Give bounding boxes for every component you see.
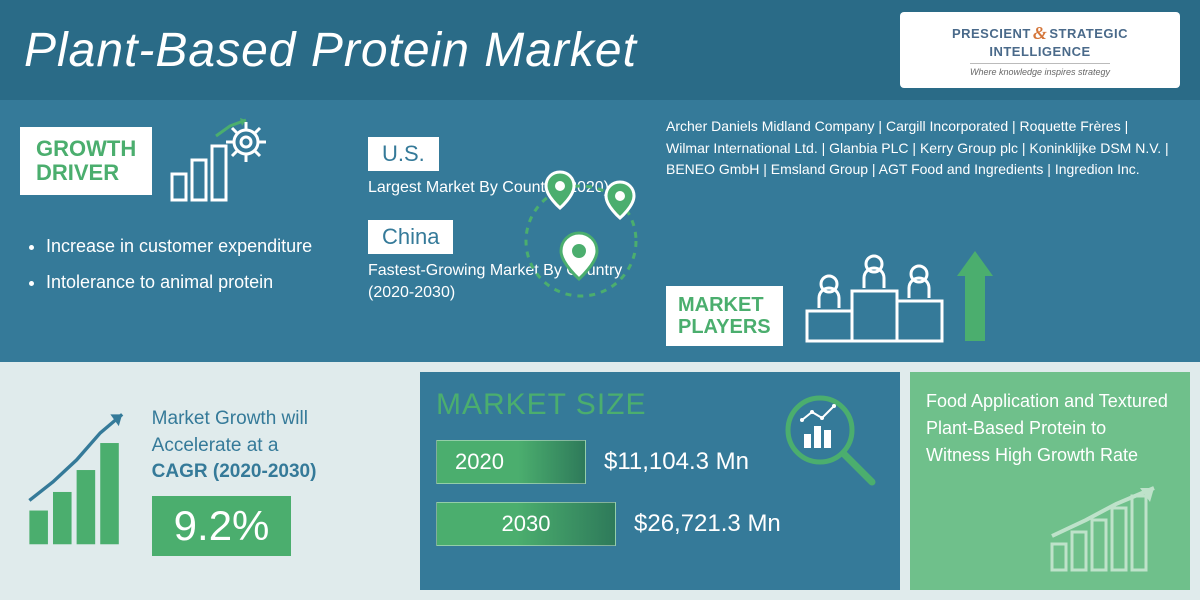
logo-word-2: STRATEGIC	[1049, 26, 1128, 41]
logo-ampersand: &	[1033, 23, 1048, 44]
bottom-section: Market Growth will Accelerate at a CAGR …	[0, 362, 1200, 600]
growth-driver-label: GROWTH DRIVER	[20, 127, 152, 195]
growth-label-l2: DRIVER	[36, 161, 136, 185]
cagr-intro: Market Growth will Accelerate at a	[152, 406, 394, 459]
mid-section: GROWTH DRIVER	[0, 100, 1200, 362]
infographic-root: Plant-Based Protein Market PRESCIENT & S…	[0, 0, 1200, 600]
growing-bars-icon	[26, 396, 136, 566]
china-name: China	[368, 220, 453, 254]
size-row-2: 2030 $26,721.3 Mn	[436, 502, 884, 546]
brand-logo: PRESCIENT & STRATEGIC INTELLIGENCE Where…	[900, 12, 1180, 88]
size-year-2030: 2030	[436, 502, 616, 546]
players-label: MARKET PLAYERS	[666, 286, 783, 346]
trend-panel: Food Application and Textured Plant-Base…	[910, 372, 1190, 590]
cagr-text-block: Market Growth will Accelerate at a CAGR …	[152, 406, 394, 556]
logo-line-2: INTELLIGENCE	[989, 44, 1090, 59]
logo-tagline: Where knowledge inspires strategy	[970, 63, 1110, 77]
logo-line-1: PRESCIENT & STRATEGIC	[952, 23, 1128, 44]
market-size-panel: MARKET SIZE 2020 $11,104.3 Mn 2030 $26,7…	[420, 372, 900, 590]
companies-list: Archer Daniels Midland Company | Cargill…	[666, 116, 1180, 181]
trend-text: Food Application and Textured Plant-Base…	[926, 388, 1174, 469]
us-name: U.S.	[368, 137, 439, 171]
logo-word-1: PRESCIENT	[952, 26, 1031, 41]
cagr-value: 9.2%	[152, 496, 292, 556]
growth-label-row: GROWTH DRIVER	[20, 116, 350, 206]
magnifier-chart-icon	[780, 390, 880, 490]
size-val-2020: $11,104.3 Mn	[604, 448, 749, 476]
growth-driver-col: GROWTH DRIVER	[20, 116, 350, 346]
size-year-2020: 2020	[436, 440, 586, 484]
trend-arrow-icon	[1046, 486, 1176, 576]
podium-icon	[797, 246, 997, 346]
location-pins-icon	[506, 156, 656, 306]
cagr-panel: Market Growth will Accelerate at a CAGR …	[10, 372, 410, 590]
players-col: Archer Daniels Midland Company | Cargill…	[666, 116, 1180, 346]
players-l2: PLAYERS	[678, 316, 771, 338]
main-title: Plant-Based Protein Market	[24, 23, 637, 78]
bullet-1: Increase in customer expenditure	[46, 228, 350, 264]
header: Plant-Based Protein Market PRESCIENT & S…	[0, 0, 1200, 100]
bullet-2: Intolerance to animal protein	[46, 264, 350, 300]
players-row: MARKET PLAYERS	[666, 246, 1180, 346]
size-val-2030: $26,721.3 Mn	[634, 510, 781, 538]
players-l1: MARKET	[678, 294, 771, 316]
growth-bullets: Increase in customer expenditure Intoler…	[20, 228, 350, 300]
cagr-label: CAGR (2020-2030)	[152, 459, 394, 486]
gear-chart-icon	[166, 116, 286, 206]
growth-label-l1: GROWTH	[36, 137, 136, 161]
